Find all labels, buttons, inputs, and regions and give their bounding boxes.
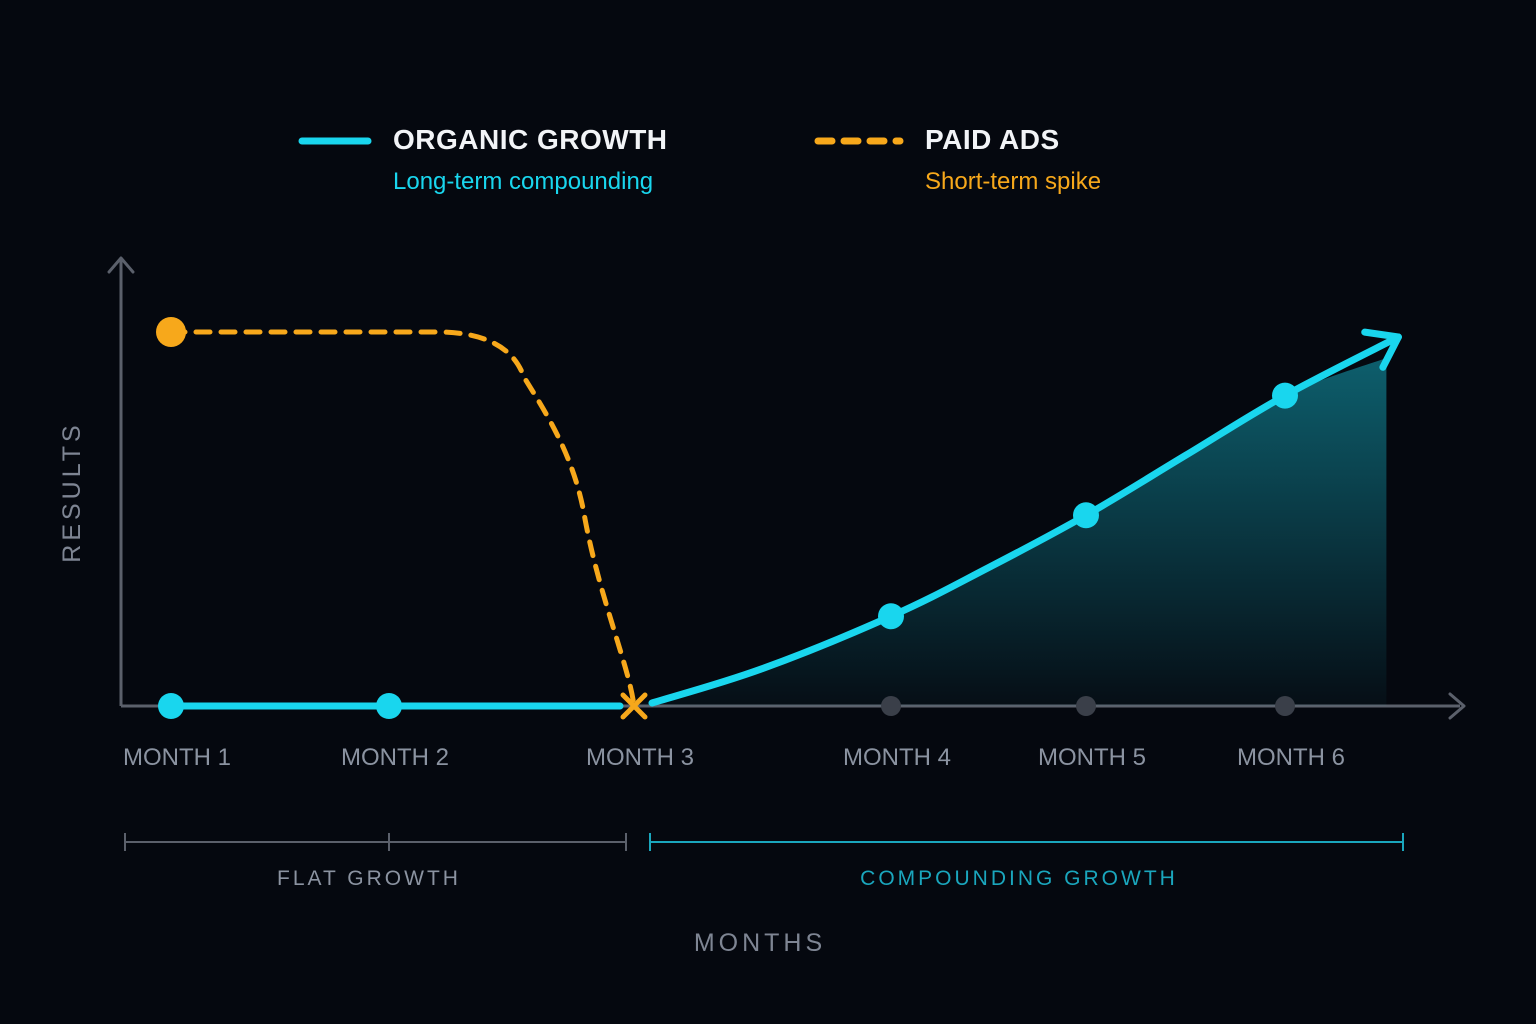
y-axis-title: RESULTS — [58, 421, 86, 562]
organic-growth-series — [158, 328, 1402, 719]
paid-ads-point — [156, 317, 186, 347]
phase-brackets: FLAT GROWTH COMPOUNDING GROWTH — [124, 833, 1404, 890]
phase-flat-growth: FLAT GROWTH — [124, 833, 627, 890]
organic-area — [634, 358, 1387, 706]
organic-growth-point — [1272, 382, 1298, 409]
x-tick-label: MONTH 4 — [843, 744, 951, 771]
empty-axis-marker — [1076, 696, 1096, 716]
organic-area-fill — [634, 358, 1387, 706]
phase-flat-label: FLAT GROWTH — [277, 867, 461, 890]
organic-growth-point — [878, 603, 904, 630]
x-tick-label: MONTH 2 — [341, 744, 449, 771]
cross-stroke — [620, 692, 648, 720]
empty-axis-marker — [881, 696, 901, 716]
empty-axis-marker — [1275, 696, 1295, 716]
x-axis-title: MONTHS — [694, 929, 826, 957]
organic-growth-point — [158, 693, 184, 719]
paid-ads-series — [156, 317, 637, 709]
x-tick-label: MONTH 6 — [1237, 744, 1345, 771]
phase-compounding-label: COMPOUNDING GROWTH — [860, 867, 1178, 890]
paid-ads-end-cross — [620, 692, 648, 720]
legend-paid-title: PAID ADS — [925, 124, 1060, 155]
x-axis-arrowhead — [1448, 692, 1466, 720]
x-tick-labels: MONTH 1 MONTH 2 MONTH 3 MONTH 4 MONTH 5 MONTH… — [123, 744, 1345, 771]
legend-organic-title: ORGANIC GROWTH — [393, 124, 668, 155]
empty-markers — [881, 696, 1295, 716]
phase-compounding-growth: COMPOUNDING GROWTH — [649, 833, 1404, 890]
x-tick-label: MONTH 5 — [1038, 744, 1146, 771]
x-tick-label: MONTH 1 — [123, 744, 231, 771]
y-axis-arrowhead — [107, 256, 135, 274]
legend-paid-subtitle: Short-term spike — [925, 168, 1101, 195]
legend-organic-subtitle: Long-term compounding — [393, 168, 653, 195]
organic-growth-point — [1073, 502, 1099, 529]
organic-growth-arrowhead — [1361, 328, 1402, 371]
organic-growth-point — [376, 693, 402, 719]
paid-ads-line — [168, 329, 637, 709]
legend: ORGANIC GROWTH Long-term compounding PAI… — [298, 124, 1101, 195]
x-tick-label: MONTH 3 — [586, 744, 694, 771]
